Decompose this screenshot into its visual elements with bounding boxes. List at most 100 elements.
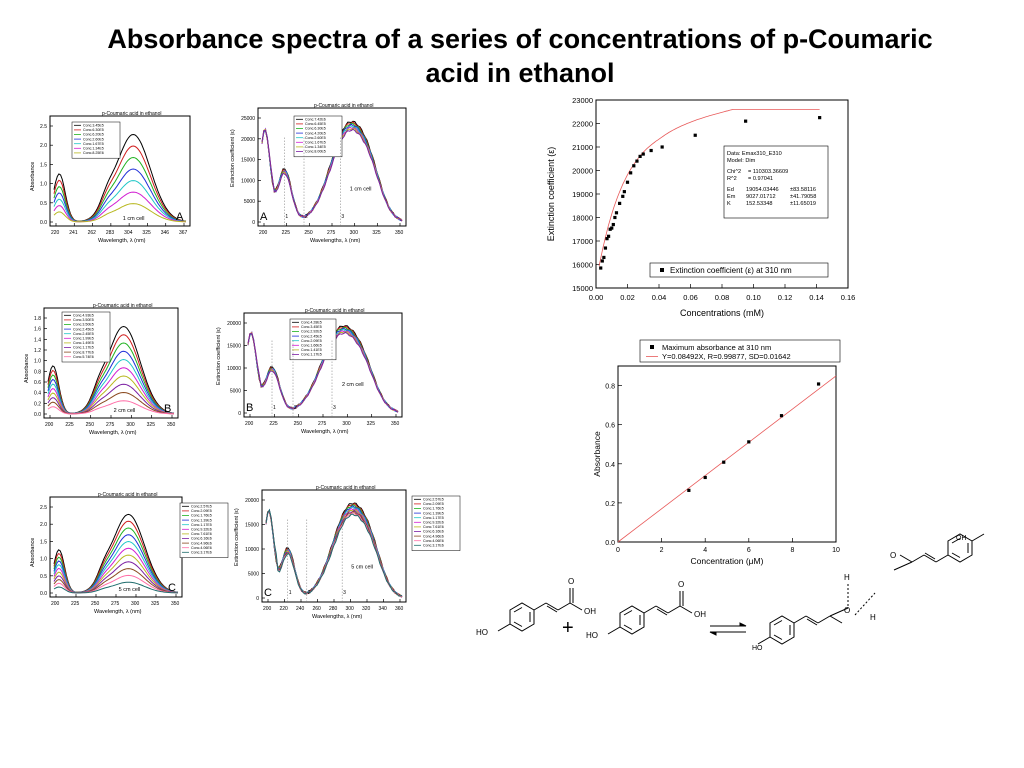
y-tick-label: 16000 — [572, 261, 593, 270]
panel-letter: B — [246, 402, 253, 414]
absorbance-chart: 0 2 4 6 8 10 0.0 0.2 0.4 0.6 0.8 Concentration (μM)… — [592, 339, 841, 566]
x-tick-label: 0.16 — [841, 293, 856, 302]
cell-label: 1 cm cell — [350, 187, 372, 193]
x-axis-label: Concentrations (mM) — [680, 308, 764, 318]
legend-box — [639, 339, 841, 363]
spectrum-plot-abs-C: p-Coumaric acid in ethanol 200 225 250 275 30… — [30, 492, 229, 615]
x-tick-label: 10 — [832, 547, 840, 554]
legend-entry: Conc.2.45E5 — [301, 334, 322, 338]
spectrum-curve — [47, 383, 174, 415]
spectrum-curve — [53, 180, 187, 223]
fit-chi-value: = 110303.36609 — [748, 169, 788, 175]
x-tick-label: 6 — [747, 547, 751, 554]
legend-entry: Conc.1.17E5 — [191, 523, 212, 527]
x-tick-label: 200 — [45, 422, 54, 428]
mono2-oh-label: OH — [694, 610, 706, 619]
y-tick-label: 0 — [252, 220, 255, 226]
x-tick-label: 300 — [346, 606, 355, 612]
x-tick-label: 275 — [106, 422, 115, 428]
x-tick-label: 241 — [69, 230, 78, 236]
x-tick-label: 320 — [362, 606, 371, 612]
y-tick-label: 2.0 — [40, 522, 47, 528]
x-tick-label: 300 — [131, 601, 140, 607]
x-tick-label: 4 — [703, 547, 707, 554]
data-point — [611, 222, 615, 227]
spectrum-panel-abs-B: p-Coumaric acid in ethanol 200 225 250 275 30… — [24, 298, 186, 446]
y-tick-label: 25000 — [241, 116, 255, 122]
y-tick-label: 0.2 — [34, 401, 41, 407]
data-point — [703, 475, 707, 480]
y-tick-label: 15000 — [227, 344, 241, 350]
plot-title: p-Coumaric acid in ethanol — [102, 111, 161, 117]
equilibrium-arrows — [709, 622, 747, 636]
legend-entry: Conc.3.50E5 — [73, 323, 94, 327]
y-tick-label: 1.0 — [34, 359, 41, 365]
fit-chi-label: Chi^2 — [727, 169, 741, 175]
x-tick-label: 304 — [124, 230, 133, 236]
legend-box — [293, 115, 343, 158]
y-tick-label: 5000 — [244, 199, 255, 205]
extinction-chart: 0.00 0.02 0.04 0.06 0.08 0.10 0.12 0.14 0.16 1500… — [546, 96, 856, 318]
y-tick-label: 1.5 — [40, 162, 47, 168]
fit-param-error: ±11.65019 — [790, 201, 816, 207]
y-tick-label: 23000 — [572, 96, 593, 105]
x-tick-label: 350 — [391, 421, 400, 427]
y-tick-label: 10000 — [227, 366, 241, 372]
x-tick-label: 280 — [329, 606, 338, 612]
data-point — [687, 488, 691, 492]
spectrum-plot-abs-A: p-Coumaric acid in ethanol 220 241 262 283 30… — [30, 111, 191, 244]
x-tick-label: 250 — [86, 422, 95, 428]
y-axis-label: Extinction coefficient (ε) — [216, 327, 222, 385]
data-point — [693, 133, 697, 137]
wavelength-marker-label: 1 — [273, 405, 276, 411]
spectrum-curve — [265, 508, 403, 597]
data-point — [605, 237, 609, 241]
y-tick-label: 20000 — [245, 498, 259, 504]
legend-entry: Conc.4.96E6 — [423, 534, 444, 538]
data-point — [603, 246, 608, 250]
legend-entry: Conc.2.45E5 — [73, 327, 94, 331]
legend-entry: Conc.3.17E6 — [423, 544, 444, 548]
x-tick-label: 350 — [395, 230, 404, 236]
y-tick-label: 0 — [238, 411, 241, 417]
legend-entry: Conc.2.60E5 — [305, 136, 326, 140]
y-tick-label: 0.0 — [605, 540, 615, 547]
x-tick-label: 225 — [282, 230, 291, 236]
legend-marker — [650, 345, 654, 349]
y-axis-label: Extinction coefficient (ε) — [234, 508, 240, 566]
data-point — [602, 255, 606, 260]
x-tick-label: 225 — [65, 422, 74, 428]
y-tick-label: 0.6 — [605, 423, 615, 430]
fit-r2-label: R^2 — [727, 176, 737, 182]
legend-entry: Conc.1.67E5 — [83, 142, 104, 146]
legend-box — [179, 502, 229, 558]
x-tick-label: 350 — [171, 601, 180, 607]
spectrum-curve — [47, 400, 175, 415]
wavelength-marker-label: 2 — [305, 214, 308, 220]
x-axis-label: Wavelength, λ (nm) — [301, 429, 349, 435]
legend-entry: Conc.6.16E6 — [423, 530, 444, 534]
coumaric-acid-dimer — [757, 533, 985, 645]
legend-entry: Extinction coefficient (ε) at 310 nm — [670, 266, 792, 275]
y-tick-label: 0.5 — [40, 574, 47, 580]
x-axis-label: Wavelengths, λ (nm) — [310, 238, 360, 244]
x-tick-label: 300 — [342, 421, 351, 427]
legend-entry: Conc.4.06E6 — [423, 539, 444, 543]
data-point — [638, 154, 642, 158]
legend-entry: Conc.8.00E5 — [305, 150, 326, 154]
panel-letter: B — [164, 403, 171, 415]
y-axis-label: Extinction coefficient (ε) — [230, 129, 236, 187]
y-tick-label: 0.0 — [40, 591, 47, 597]
x-axis-label: Wavelength, λ (nm) — [89, 430, 137, 436]
wavelength-marker-label: 3 — [341, 214, 344, 220]
slide-title-line2: acid in ethanol — [425, 58, 615, 88]
data-point — [632, 164, 636, 168]
y-tick-label: 0 — [256, 596, 259, 602]
x-tick-label: 200 — [259, 230, 268, 236]
legend-entry: Conc.1.41E5 — [301, 348, 322, 352]
fit-r2-value: = 0.97041 — [748, 176, 773, 182]
x-tick-label: 0.02 — [620, 293, 635, 302]
x-tick-label: 250 — [304, 230, 313, 236]
data-point — [641, 152, 645, 156]
legend-entry: Conc.4.20E5 — [305, 131, 326, 135]
